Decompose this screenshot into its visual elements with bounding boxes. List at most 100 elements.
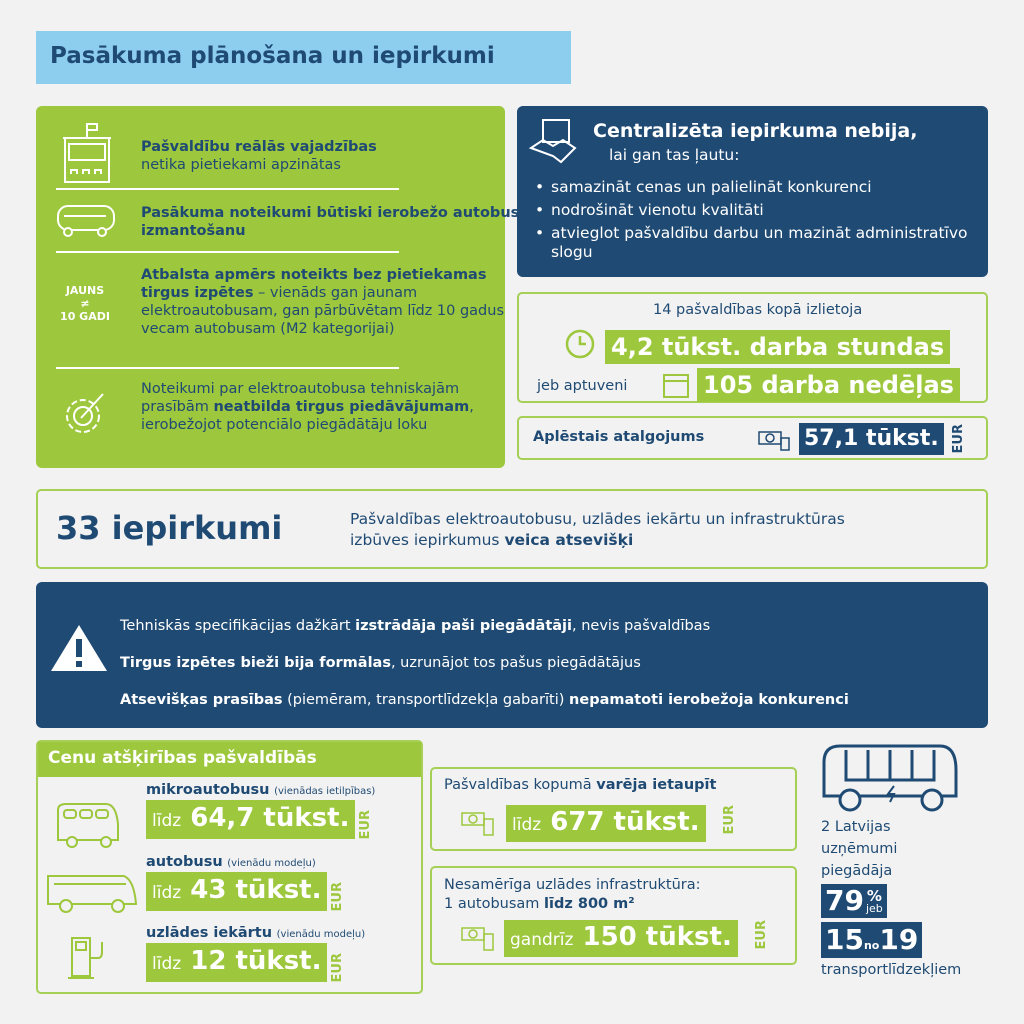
price-amount: 64,7 tūkst. [190,803,350,833]
minibus-icon [57,803,119,848]
electric-bus-icon [822,744,958,812]
central-subtitle: lai gan tas ļautu: [609,146,740,164]
currency-label: EUR [358,809,374,839]
savings-text: Pašvaldības kopumā varēja ietaupīt [444,777,716,793]
issue-bold: Pašvaldību reālās vajadzības [141,139,377,155]
issue-bold: Atbalsta apmērs noteikts bez pietiekamas… [141,267,487,301]
salary-panel: Aplēstais atalgojums 57,1 tūkst. EUR [517,416,988,460]
benefit-item: samazināt cenas un palielināt konkurenci [533,178,973,197]
count-value: 15 [825,923,864,956]
infra-line2: 1 autobusam [444,896,545,912]
savings-prefix: līdz [512,815,542,835]
warning-panel: Tehniskās specifikācijas dažkārt izstrād… [36,582,988,728]
new-vs-old-badge: JAUNS ≠ 10 GADI [56,284,114,323]
money-icon [758,431,790,451]
issue-bold: neatbilda tirgus piedāvājumam [213,399,470,415]
money-icon [461,812,494,836]
savings-value: līdz 677 tūkst. [506,805,706,842]
hours-or: jeb aptuveni [537,378,628,394]
municipality-building-icon [63,123,111,183]
price-item-name: mikroautobusu [146,782,270,798]
calendar-icon [663,374,689,398]
jeb-label: jeb [865,901,883,915]
price-item-value: līdz 12 tūkst. [146,943,328,982]
issue-text: – vienāds gan jaunam elektroautobusam, g… [141,285,504,337]
currency-label: EUR [951,424,966,454]
savings-panel: Pašvaldības kopumā varēja ietaupīt līdz … [430,767,797,851]
central-benefits-list: samazināt cenas un palielināt konkurenci… [533,178,973,266]
weeks-value: 105 darba nedēļas [697,368,960,402]
procurements-panel: 33 iepirkumi Pašvaldības elektroautobusu… [36,489,988,569]
gear-pencil-icon [66,393,104,433]
issue-technical: Noteikumi par elektroautobusa tehniskajā… [141,380,531,434]
issue-text: , ierobežojot potenciālo piegādātāju lok… [141,399,474,433]
currency-label: EUR [330,881,346,911]
procurements-count: 33 iepirkumi [56,509,283,547]
clock-icon [565,329,595,359]
prices-header: Cenu atšķirības pašvaldībās [38,742,421,777]
not-equal-icon: ≠ [80,297,90,310]
warning-segment: (piemēram, transportlīdzekļa gabarīti) [282,692,570,708]
price-amount: 43 tūkst. [190,875,322,905]
badge-bottom: 10 GADI [60,310,110,323]
infra-amount: 150 tūkst. [582,922,732,952]
suppliers-text: 2 Latvijas uzņēmumi piegādāja [821,819,898,879]
suppliers-tail: transportlīdzekļiem [821,962,962,978]
no-label: no [863,939,880,952]
price-prefix: līdz [152,954,182,974]
price-prefix: līdz [152,811,182,831]
currency-label: EUR [754,920,769,950]
warning-segment: Tirgus izpētes bieži bija formālas [120,655,391,671]
currency-label: EUR [330,952,346,982]
divider [56,251,399,253]
divider [56,367,399,369]
central-title: Centralizēta iepirkuma nebija, [593,120,918,142]
warning-icon [51,625,107,671]
infra-bold: līdz 800 m² [544,896,635,912]
bus-icon [47,875,138,913]
issues-panel: Pašvaldību reālās vajadzības netika pieti… [36,106,529,468]
bus-icon [57,205,115,237]
infra-value: gandrīz 150 tūkst. [504,920,738,957]
percent-sign: % [866,886,882,905]
warning-lines: Tehniskās specifikācijas dažkārt izstrād… [120,608,849,719]
procurements-bold: veica atsevišķi [504,531,634,549]
warning-segment: izstrādāja paši piegādātāji [355,618,572,634]
hours-intro: 14 pašvaldības kopā izlietoja [653,302,863,318]
warning-segment: , uzrunājot tos pašus piegādātājus [390,655,641,671]
price-item-note: (vienādu modeļu) [227,858,316,869]
price-item: autobusu (vienādu modeļu) līdz 43 tūkst.… [146,854,345,911]
issue-text: Noteikumi par elektroautobusa tehniskajā… [141,381,460,415]
warning-segment: nepamatoti ierobežoja konkurenci [569,692,849,708]
issue-rules: Pasākuma noteikumi būtiski ierobežo auto… [141,205,530,239]
currency-label: EUR [722,805,737,835]
procurements-text: Pašvaldības elektroautobusu, uzlādes iek… [350,509,870,551]
suppliers-percent: 79% jeb [821,884,887,918]
salary-value: 57,1 tūkst. [799,423,944,455]
price-item-value: līdz 43 tūkst. [146,872,328,911]
percent-value: 79 [825,884,864,917]
page-title: Pasākuma plānošana un iepirkumi [36,31,571,84]
issue-text: netika pietiekami apzinātas [141,157,341,173]
warning-segment: , nevis pašvaldības [572,618,711,634]
divider [56,188,399,190]
warning-segment: Atsevišķas prasības [120,692,283,708]
price-item-value: līdz 64,7 tūkst. [146,800,356,839]
savings-desc: Pašvaldības kopumā [444,777,597,793]
price-differences-panel: Cenu atšķirības pašvaldībās mikroautobus… [36,740,423,994]
savings-bold: varēja ietaupīt [596,777,717,793]
hours-panel: 14 pašvaldības kopā izlietoja 4,2 tūkst.… [517,292,988,403]
savings-amount: 677 tūkst. [550,807,700,837]
price-item: mikroautobusu (vienādas ietilpības) līdz… [146,782,375,839]
badge-top: JAUNS [65,284,105,297]
money-icon [461,927,494,951]
price-amount: 12 tūkst. [190,946,322,976]
total-value: 19 [879,923,919,956]
infra-text: Nesamērīga uzlādes infrastruktūra: 1 auto… [444,876,701,914]
price-item-note: (vienādas ietilpības) [274,786,376,797]
price-item-name: uzlādes iekārtu [146,925,273,941]
warning-line: Tirgus izpētes bieži bija formālas, uzru… [120,645,849,682]
procurements-desc: Pašvaldības elektroautobusu, uzlādes iek… [350,510,845,549]
price-item-name: autobusu [146,854,223,870]
issue-needs: Pašvaldību reālās vajadzības netika pieti… [141,138,531,174]
